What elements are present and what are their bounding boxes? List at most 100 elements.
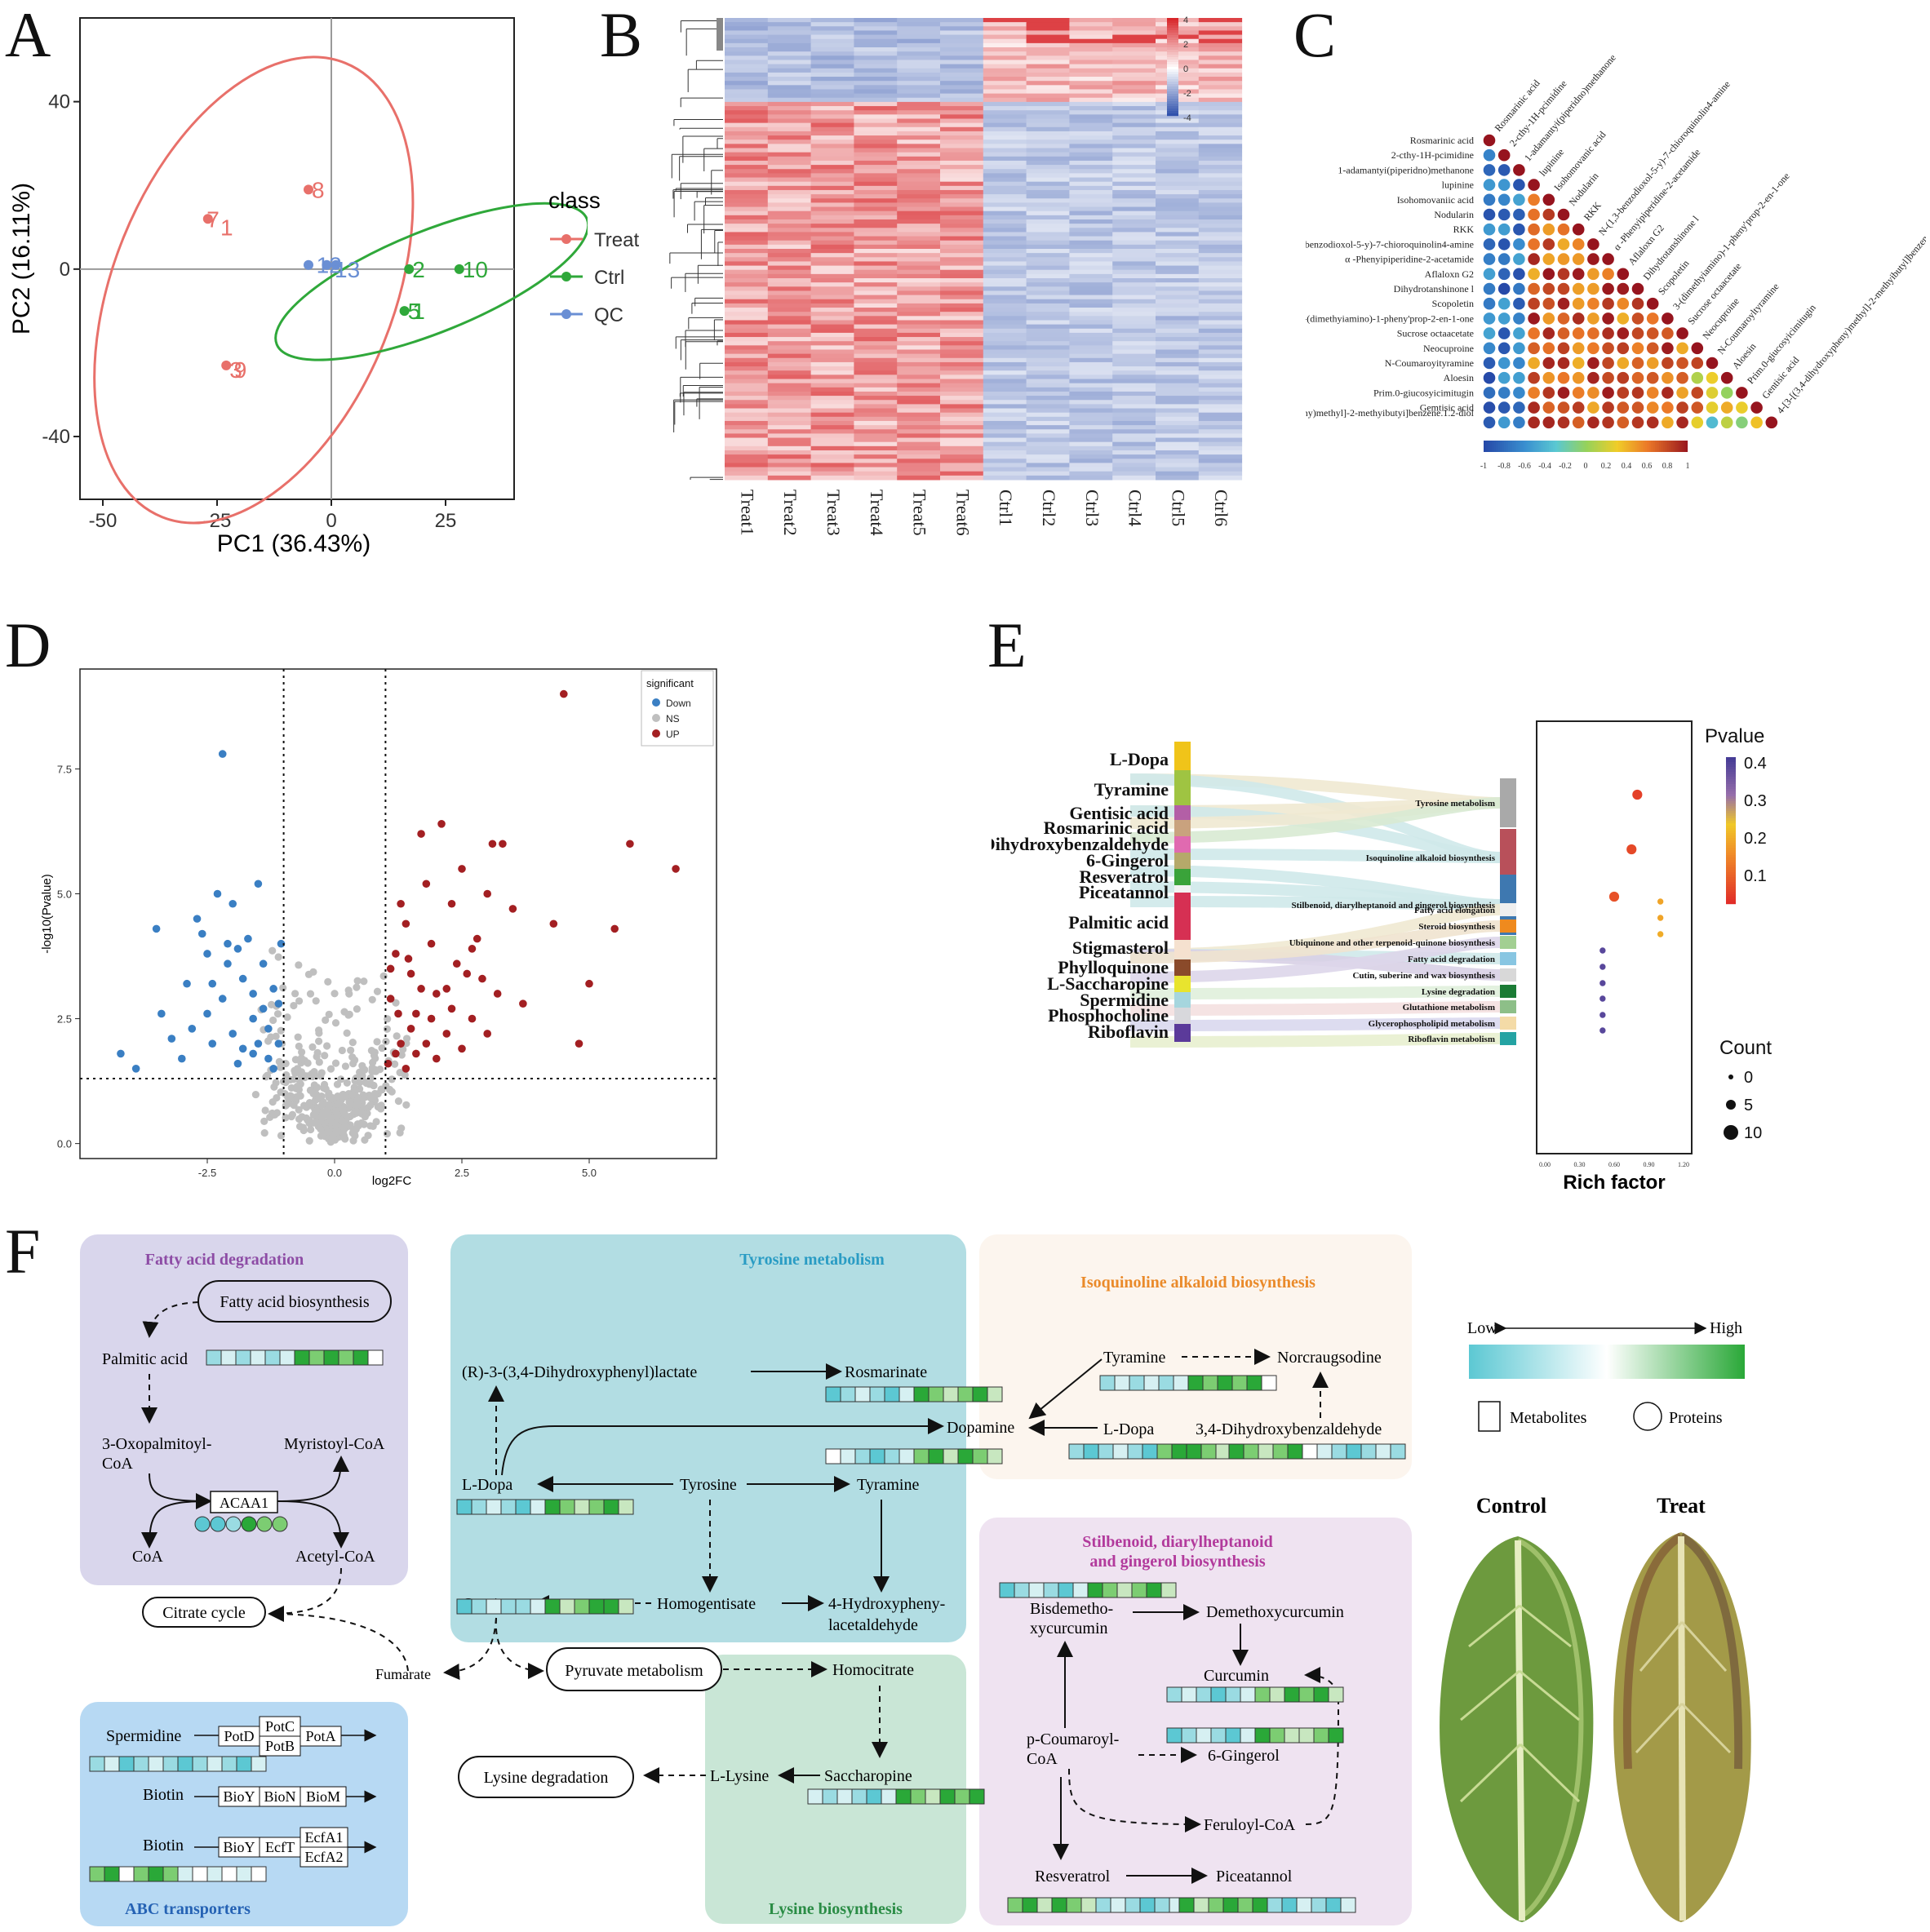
heatmap-cell <box>725 148 769 153</box>
heatmap-cell <box>1112 169 1156 174</box>
correlation-dot <box>1483 371 1496 384</box>
heatmap-scale-cell <box>1167 50 1178 53</box>
expression-cell <box>323 1349 339 1366</box>
pvalue-gradient-cell <box>1726 855 1736 858</box>
heatmap-cell <box>725 34 769 40</box>
heatmap-cell <box>1112 450 1156 455</box>
volcano-point-up <box>437 819 446 828</box>
correlation-dot <box>1646 357 1659 370</box>
heatmap-cell <box>1026 357 1070 363</box>
heatmap-cell <box>983 303 1027 308</box>
volcano-point-ns <box>344 1011 353 1019</box>
heatmap-cell <box>983 290 1027 296</box>
heatmap-cell <box>897 55 941 60</box>
heatmap-cell <box>1198 299 1243 304</box>
expression-cell <box>854 1386 871 1402</box>
pvalue-gradient-cell <box>1726 843 1736 846</box>
heatmap-cell <box>725 433 769 439</box>
volcano-point-ns <box>361 1066 369 1074</box>
heatmap-cell <box>810 30 854 36</box>
heatmap-cell <box>1069 320 1113 326</box>
heatmap-cell <box>767 295 812 300</box>
volcano-point-ns <box>345 990 353 998</box>
heatmap-scale-cell <box>1167 111 1178 114</box>
heatmap-cell <box>1069 206 1113 212</box>
volcano-point-ns <box>268 946 277 955</box>
heatmap-cell <box>983 81 1027 86</box>
expression-cell <box>1222 1897 1239 1913</box>
heatmap-cell <box>940 81 984 86</box>
treat-ellipse <box>93 55 415 525</box>
heatmap-cell <box>940 357 984 363</box>
pvalue-legend-tick: 0.2 <box>1744 830 1767 848</box>
heatmap-cell <box>1198 312 1243 317</box>
pca-legend-entry: Treat <box>594 229 639 251</box>
heatmap-cell <box>1156 454 1200 459</box>
heatmap-cell <box>1156 131 1200 136</box>
heatmap-cell <box>854 383 898 388</box>
heatmap-cell <box>725 97 769 103</box>
correlation-scale-cell <box>1563 441 1566 452</box>
heatmap-cell <box>897 357 941 363</box>
expression-cell <box>1269 1686 1285 1703</box>
heatmap-cell <box>725 361 769 367</box>
heatmap-cell <box>1069 332 1113 338</box>
heatmap-cell <box>725 144 769 149</box>
heatmap-cell <box>1112 269 1156 275</box>
heatmap-cell <box>1112 290 1156 296</box>
heatmap-cell <box>767 249 812 254</box>
heatmap-scale-cell <box>1167 91 1178 95</box>
heatmap-cell <box>1069 81 1113 86</box>
bisdem-label-1: Bisdemetho- <box>1030 1600 1113 1618</box>
expression-cell <box>1298 1727 1315 1744</box>
heatmap-cell <box>1112 38 1156 44</box>
heatmap-cell <box>854 370 898 375</box>
heatmap-cell <box>767 156 812 162</box>
sankey-metabolite-label: Riboflavin <box>1088 1021 1169 1042</box>
expression-cell <box>866 1788 882 1805</box>
heatmap-cell <box>1156 215 1200 220</box>
volcano-point-ns <box>353 1098 362 1106</box>
heatmap-cell <box>1069 400 1113 405</box>
heatmap-cell <box>983 387 1027 392</box>
heatmap-cell <box>810 22 854 27</box>
expression-cell <box>1225 1727 1241 1744</box>
correlation-scale-cell <box>1616 441 1619 452</box>
heatmap-cell <box>854 345 898 350</box>
heatmap-cell <box>810 152 854 157</box>
heatmap-cell <box>897 236 941 242</box>
volcano-point-down <box>224 939 232 948</box>
sankey-metabolite-label: Gentisic acid <box>1069 803 1169 823</box>
heatmap-cell <box>897 26 941 31</box>
heatmap-scale-cell <box>1167 23 1178 26</box>
heatmap-cell <box>725 60 769 65</box>
rosmarinate-label: Rosmarinate <box>845 1363 927 1381</box>
heatmap-cell <box>983 396 1027 401</box>
heatmap-cell <box>810 328 854 334</box>
expression-cell <box>1196 1686 1212 1703</box>
sankey-pathway-label: Steroid biosynthesis <box>1418 922 1495 932</box>
pathway-diagram: Fatty acid degradation Tyrosine metaboli… <box>80 1234 1751 1926</box>
volcano-point-ns <box>313 1048 322 1057</box>
heatmap-cell <box>983 106 1027 111</box>
heatmap-cell <box>897 131 941 136</box>
heatmap-cell <box>810 219 854 224</box>
heatmap-cell <box>725 332 769 338</box>
correlation-dot <box>1617 268 1630 281</box>
heatmap-cell <box>940 181 984 187</box>
heatmap-cell <box>1198 471 1243 476</box>
sankey-pathway-label: Stilbenoid, diarylheptanoid and gingerol… <box>1291 901 1495 911</box>
volcano-point-ns <box>295 1106 303 1114</box>
heatmap-cell <box>1198 437 1243 443</box>
heatmap-cell <box>767 34 812 40</box>
heatmap-cell <box>767 135 812 140</box>
pvalue-gradient-cell <box>1726 801 1736 804</box>
expression-cell <box>1186 1443 1202 1460</box>
expression-cell <box>1129 1375 1145 1391</box>
heatmap-cell <box>767 273 812 279</box>
correlation-dot <box>1602 416 1614 429</box>
heatmap-cell <box>767 400 812 405</box>
volcano-point-ns <box>306 1086 315 1094</box>
correlation-scale-cell <box>1583 441 1586 452</box>
correlation-dot <box>1528 223 1540 236</box>
